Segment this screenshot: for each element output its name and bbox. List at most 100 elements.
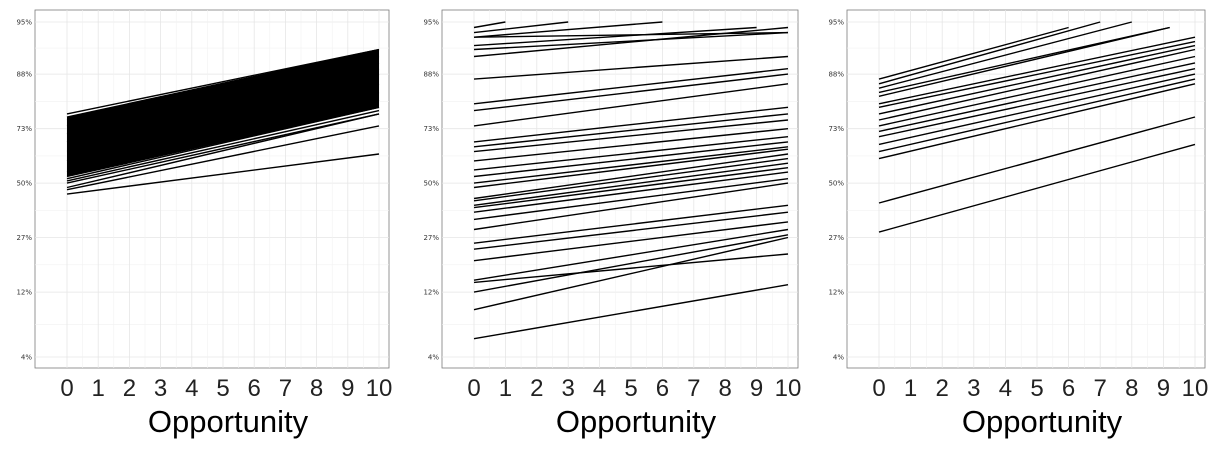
series-line-31 bbox=[473, 21, 569, 34]
x-tick-label: 5 bbox=[1030, 375, 1043, 402]
series-line-4 bbox=[473, 253, 789, 284]
chart-panel-3: 4% 12% 27% 50% 73% 88% 95% 0 1 2 3 4 5 6 7 8 9 10 Opport… bbox=[828, 9, 1208, 439]
series-line-8 bbox=[878, 55, 1196, 127]
chart-panel-2: 4% 12% 27% 50% 73% 88% 95% 0 1 2 3 4 5 6 7 8 9 10 Opport… bbox=[423, 9, 802, 439]
x-tick-label: 10 bbox=[775, 375, 802, 402]
y-tick-labels: 4% 12% 27% 50% 73% 88% 95% bbox=[16, 19, 32, 362]
x-tick-label: 0 bbox=[60, 375, 73, 402]
series-line-10 bbox=[473, 178, 789, 221]
x-tick-label: 3 bbox=[967, 375, 980, 402]
series-line-13 bbox=[66, 62, 380, 127]
series-line-19 bbox=[473, 136, 789, 171]
series-line-29 bbox=[473, 31, 789, 51]
x-tick-label: 4 bbox=[185, 375, 198, 402]
series-line-11 bbox=[66, 73, 380, 143]
series-line-27 bbox=[473, 55, 789, 80]
x-tick-label: 9 bbox=[341, 375, 354, 402]
y-tick-label: 27% bbox=[16, 234, 32, 242]
series-line-6 bbox=[878, 68, 1196, 138]
y-tick-label: 12% bbox=[423, 289, 439, 297]
x-tick-label: 6 bbox=[656, 375, 669, 402]
x-axis-label: Opportunity bbox=[148, 404, 309, 439]
series-line-5 bbox=[473, 228, 789, 281]
series-line-10 bbox=[878, 44, 1196, 115]
series-line-16 bbox=[878, 21, 1132, 89]
x-tick-label: 2 bbox=[123, 375, 136, 402]
series-line-24 bbox=[473, 83, 789, 127]
series-line-13 bbox=[473, 162, 789, 206]
series-line-3 bbox=[473, 234, 789, 293]
panel-frame bbox=[846, 9, 1206, 369]
y-tick-label: 4% bbox=[833, 354, 844, 362]
series-line-33 bbox=[473, 26, 757, 47]
series-line-14 bbox=[473, 157, 789, 202]
series-line-1 bbox=[66, 153, 380, 195]
series-line-7 bbox=[473, 211, 789, 250]
series-line-15 bbox=[878, 21, 1101, 85]
y-tick-label: 88% bbox=[828, 71, 844, 79]
x-tick-label: 1 bbox=[92, 375, 105, 402]
x-tick-label: 7 bbox=[279, 375, 292, 402]
y-tick-label: 4% bbox=[428, 354, 439, 362]
y-tick-label: 12% bbox=[16, 289, 32, 297]
series-line-9 bbox=[473, 182, 789, 231]
series-line-11 bbox=[473, 171, 789, 213]
series-line-5 bbox=[878, 73, 1196, 146]
x-tick-label: 0 bbox=[872, 375, 885, 402]
x-tick-label: 10 bbox=[1182, 375, 1209, 402]
series-line-17 bbox=[878, 26, 1069, 80]
y-tick-label: 27% bbox=[423, 234, 439, 242]
x-tick-label: 8 bbox=[1125, 375, 1138, 402]
line-layer bbox=[878, 21, 1196, 233]
series-line-3 bbox=[66, 113, 380, 189]
series-line-9 bbox=[878, 48, 1196, 121]
series-line-5 bbox=[66, 109, 380, 182]
x-tick-label: 5 bbox=[624, 375, 637, 402]
line-layer bbox=[66, 48, 380, 195]
x-axis-label: Opportunity bbox=[556, 404, 717, 439]
y-tick-label: 88% bbox=[16, 71, 32, 79]
y-tick-label: 88% bbox=[423, 71, 439, 79]
series-line-2 bbox=[878, 116, 1196, 204]
y-tick-label: 12% bbox=[828, 289, 844, 297]
x-tick-label: 0 bbox=[467, 375, 480, 402]
x-tick-labels: 0 1 2 3 4 5 6 7 8 9 10 bbox=[872, 375, 1208, 402]
grid-layer bbox=[442, 10, 798, 368]
series-line-12 bbox=[473, 167, 789, 209]
x-tick-label: 6 bbox=[248, 375, 261, 402]
series-line-18 bbox=[473, 141, 789, 178]
y-tick-label: 50% bbox=[828, 180, 844, 188]
y-tick-label: 73% bbox=[828, 125, 844, 133]
y-tick-label: 50% bbox=[423, 180, 439, 188]
series-line-28 bbox=[473, 26, 789, 58]
series-line-4 bbox=[66, 113, 380, 184]
series-line-12 bbox=[878, 36, 1196, 105]
x-tick-label: 7 bbox=[687, 375, 700, 402]
y-tick-label: 50% bbox=[16, 180, 32, 188]
x-tick-label: 1 bbox=[904, 375, 917, 402]
x-tick-label: 9 bbox=[1157, 375, 1170, 402]
series-line-11 bbox=[878, 40, 1196, 108]
x-tick-label: 2 bbox=[936, 375, 949, 402]
x-tick-label: 10 bbox=[366, 375, 393, 402]
series-line-32 bbox=[473, 21, 663, 38]
y-tick-label: 4% bbox=[21, 354, 32, 362]
series-line-8 bbox=[473, 204, 789, 244]
x-tick-label: 5 bbox=[216, 375, 229, 402]
series-line-15 bbox=[473, 153, 789, 200]
series-line-7 bbox=[878, 62, 1196, 133]
x-tick-label: 8 bbox=[719, 375, 732, 402]
series-line-8 bbox=[66, 99, 380, 173]
series-line-10 bbox=[66, 83, 380, 153]
chart-panel-1: 4% 12% 27% 50% 73% 88% 95% 0 1 2 3 4 5 6 7 8 9 10 Opport… bbox=[16, 9, 393, 439]
series-line-3 bbox=[878, 83, 1196, 160]
series-line-17 bbox=[473, 146, 789, 184]
y-tick-labels: 4% 12% 27% 50% 73% 88% 95% bbox=[828, 19, 844, 362]
series-line-26 bbox=[473, 68, 789, 105]
series-line-23 bbox=[473, 106, 789, 143]
series-line-21 bbox=[473, 119, 789, 153]
x-tick-label: 4 bbox=[593, 375, 606, 402]
y-tick-label: 95% bbox=[828, 19, 844, 27]
series-line-2 bbox=[66, 125, 380, 191]
